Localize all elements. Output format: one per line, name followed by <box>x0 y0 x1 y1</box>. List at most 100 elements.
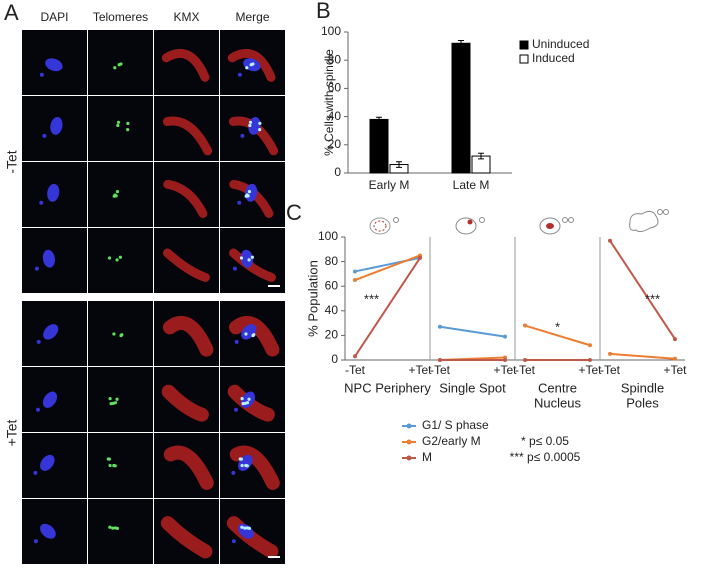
legend-label: G2/early M <box>422 434 481 448</box>
micrograph <box>22 499 87 564</box>
dapi-kinetoplast <box>232 266 237 271</box>
y-tick-label: 40 <box>325 303 339 317</box>
schematics <box>369 209 669 235</box>
legend-swatch <box>519 54 529 64</box>
dapi-kinetoplast <box>39 72 44 77</box>
micrograph <box>154 499 219 564</box>
telomere-signal <box>241 402 245 406</box>
y-tick-label: 60 <box>325 278 339 292</box>
telomere-signal <box>112 463 116 468</box>
micrograph <box>88 367 153 432</box>
micrograph-bg <box>88 499 153 564</box>
x-tick-label: Early M <box>369 178 410 192</box>
legend-label: Induced <box>532 51 575 65</box>
kmx-signal <box>229 248 276 282</box>
point <box>673 356 677 361</box>
telomere-signal <box>244 332 248 336</box>
dapi-kinetoplast <box>237 72 242 77</box>
panel-title: Spindle <box>621 380 664 395</box>
telomere-signal <box>239 256 244 260</box>
dapi-kinetoplast <box>231 470 236 475</box>
micrograph <box>88 499 153 564</box>
point <box>353 278 357 283</box>
series-line <box>524 324 591 347</box>
panel-title: Nucleus <box>534 395 581 410</box>
panel-label: C <box>286 200 302 225</box>
micrograph <box>220 301 285 366</box>
dapi-kinetoplast <box>237 200 242 205</box>
micrograph <box>220 96 285 161</box>
telomere-signal <box>250 255 254 259</box>
y-tick-label: 40 <box>328 109 342 123</box>
y-axis-label: % Population <box>305 260 320 337</box>
micrograph <box>154 301 219 366</box>
y-tick-label: 20 <box>325 328 339 342</box>
x-tick-label: -Tet <box>430 363 451 377</box>
point <box>608 351 612 356</box>
dapi-kinetoplast <box>234 407 239 412</box>
dapi-signal <box>47 183 60 202</box>
y-tick-label: 60 <box>328 81 342 95</box>
point <box>588 358 592 362</box>
dapi-kinetoplast <box>34 266 39 271</box>
dapi-signal <box>240 249 253 268</box>
point <box>673 337 677 342</box>
kmx-signal <box>227 384 275 422</box>
series-line <box>354 254 421 281</box>
y-tick-label: 100 <box>321 24 341 38</box>
micrograph <box>220 367 285 432</box>
telomere-signal <box>108 463 112 468</box>
error-bar <box>458 39 464 47</box>
telomere-signal <box>258 128 262 132</box>
kmx-signal <box>160 516 213 559</box>
series-line <box>354 257 421 357</box>
micrograph-bg <box>154 301 219 366</box>
dapi-kinetoplast <box>36 407 41 412</box>
kmx-signal <box>162 316 214 357</box>
telomere-signal <box>112 332 116 336</box>
micrograph-bg <box>154 228 219 293</box>
point <box>503 334 507 339</box>
telomere-signal <box>252 333 256 337</box>
telomere-signal <box>113 526 117 530</box>
dapi-signal <box>43 324 59 340</box>
legend-marker <box>406 455 412 461</box>
x-tick-label: +Tet <box>663 363 687 377</box>
dapi-kinetoplast <box>33 539 38 544</box>
kmx-signal <box>228 316 280 357</box>
annotation: *** <box>645 291 660 306</box>
kmx-signal <box>227 49 276 82</box>
telomere-signal <box>107 256 112 260</box>
micrograph <box>22 367 87 432</box>
telomere-signal <box>247 258 251 262</box>
telomere-signal <box>116 120 121 124</box>
telomere-signal <box>119 62 123 66</box>
panel-label: A <box>4 0 19 25</box>
micrograph <box>154 367 219 432</box>
panel-title: Poles <box>626 395 659 410</box>
telomere-signal <box>118 255 122 259</box>
micrograph <box>22 301 87 366</box>
y-tick-label: 0 <box>331 352 338 366</box>
x-tick-label: -Tet <box>515 363 536 377</box>
dapi-kinetoplast <box>231 539 236 544</box>
legend-label: G1/ S phase <box>422 418 489 432</box>
dapi-signal <box>42 249 55 268</box>
micrograph <box>22 30 87 95</box>
point <box>438 324 442 329</box>
dapi-signal <box>50 116 63 135</box>
micrograph <box>22 433 87 498</box>
telomere-signal <box>247 397 251 401</box>
micrograph-bg <box>88 96 153 161</box>
micrograph <box>154 30 219 95</box>
kmx-signal <box>162 116 213 156</box>
telomere-signal <box>108 525 112 529</box>
series-line <box>609 240 676 340</box>
column-header: Telomeres <box>93 10 148 24</box>
panel-title: NPC Periphery <box>344 380 431 395</box>
y-axis-label: % Cells with spindle <box>322 49 336 156</box>
significance-label: * p≤ 0.05 <box>521 434 569 448</box>
group-label: +Tet <box>4 419 20 446</box>
micrograph <box>154 228 219 293</box>
